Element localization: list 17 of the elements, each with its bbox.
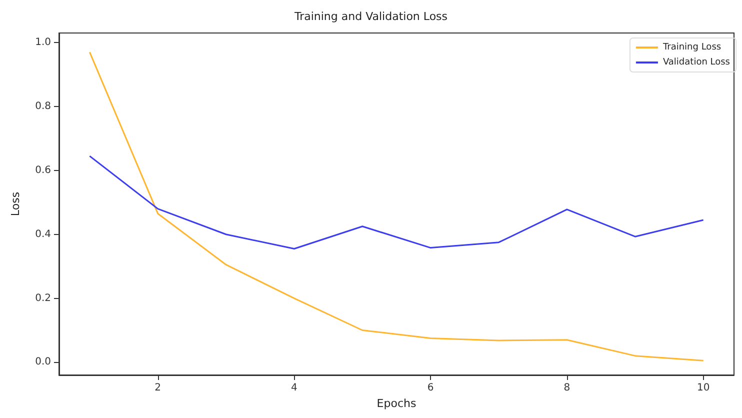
y-tick-label: 0.8 — [35, 101, 51, 112]
y-tick-label: 1.0 — [35, 37, 51, 48]
x-tick-label: 2 — [154, 382, 162, 394]
x-tick-label: 10 — [696, 382, 710, 394]
x-tick-label: 6 — [427, 382, 434, 394]
y-tick-label: 0.2 — [35, 292, 51, 304]
legend-label: Training Loss — [662, 42, 722, 52]
x-axis-title: Epochs — [376, 396, 416, 410]
y-tick-label: 0.0 — [35, 356, 51, 368]
line-series — [88, 155, 704, 250]
legend-label: Validation Loss — [662, 58, 730, 68]
x-tick-label: 8 — [564, 382, 570, 394]
chart-title: Training and Validation Loss — [293, 10, 448, 23]
y-tick-label: 0.4 — [35, 228, 51, 240]
y-tick-label: 0.6 — [35, 164, 51, 176]
x-tick-label: 4 — [291, 382, 298, 394]
y-axis-title: Loss — [9, 192, 22, 216]
